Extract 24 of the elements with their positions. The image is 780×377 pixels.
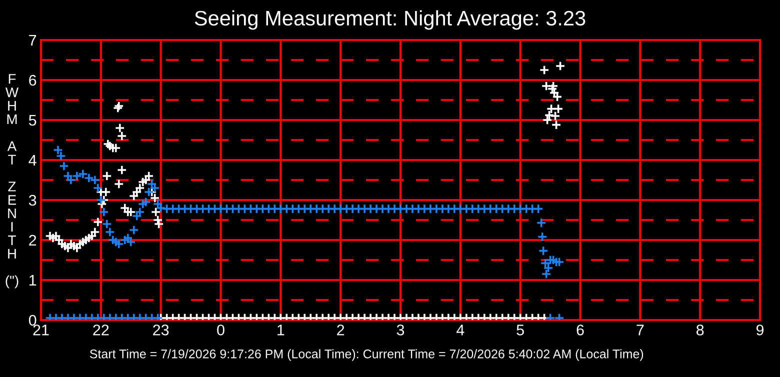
- x-tick-label: 2: [337, 324, 344, 336]
- x-tick-label: 6: [576, 324, 584, 336]
- x-tick-label: 5: [516, 324, 524, 336]
- y-tick-label: 3: [28, 194, 36, 206]
- x-tick-label: 4: [456, 324, 464, 336]
- y-tick-label: 0: [28, 314, 36, 326]
- x-tick-label: 9: [756, 324, 764, 336]
- y-tick-label: 7: [29, 35, 36, 46]
- y-tick-label: 6: [29, 74, 36, 86]
- y-tick-label: 4: [28, 155, 36, 166]
- x-tick-label: 8: [696, 324, 704, 336]
- x-tick-label: 23: [153, 324, 169, 336]
- text: FWHM AT ZENITH ("): [6, 74, 19, 288]
- x-tick-label: 3: [396, 324, 404, 336]
- x-tick-label: 21: [33, 324, 49, 336]
- x-tick-label: 1: [278, 324, 284, 336]
- chart-title: Seeing Measurement: Night Average: 3.23: [194, 10, 586, 30]
- y-tick-label: 2: [29, 234, 36, 246]
- y-tick-label: 5: [28, 115, 36, 126]
- text: Start Time = 7/19/2026 9:17:26 PM (Local Time): Current Time = 7/20/2026 5:40:02 AM (Local Time): [90, 349, 644, 361]
- y-tick-label: 1: [30, 275, 36, 286]
- x-tick-label: 0: [217, 324, 224, 336]
- x-tick-label: 7: [636, 324, 644, 336]
- x-tick-label: 22: [93, 324, 109, 336]
